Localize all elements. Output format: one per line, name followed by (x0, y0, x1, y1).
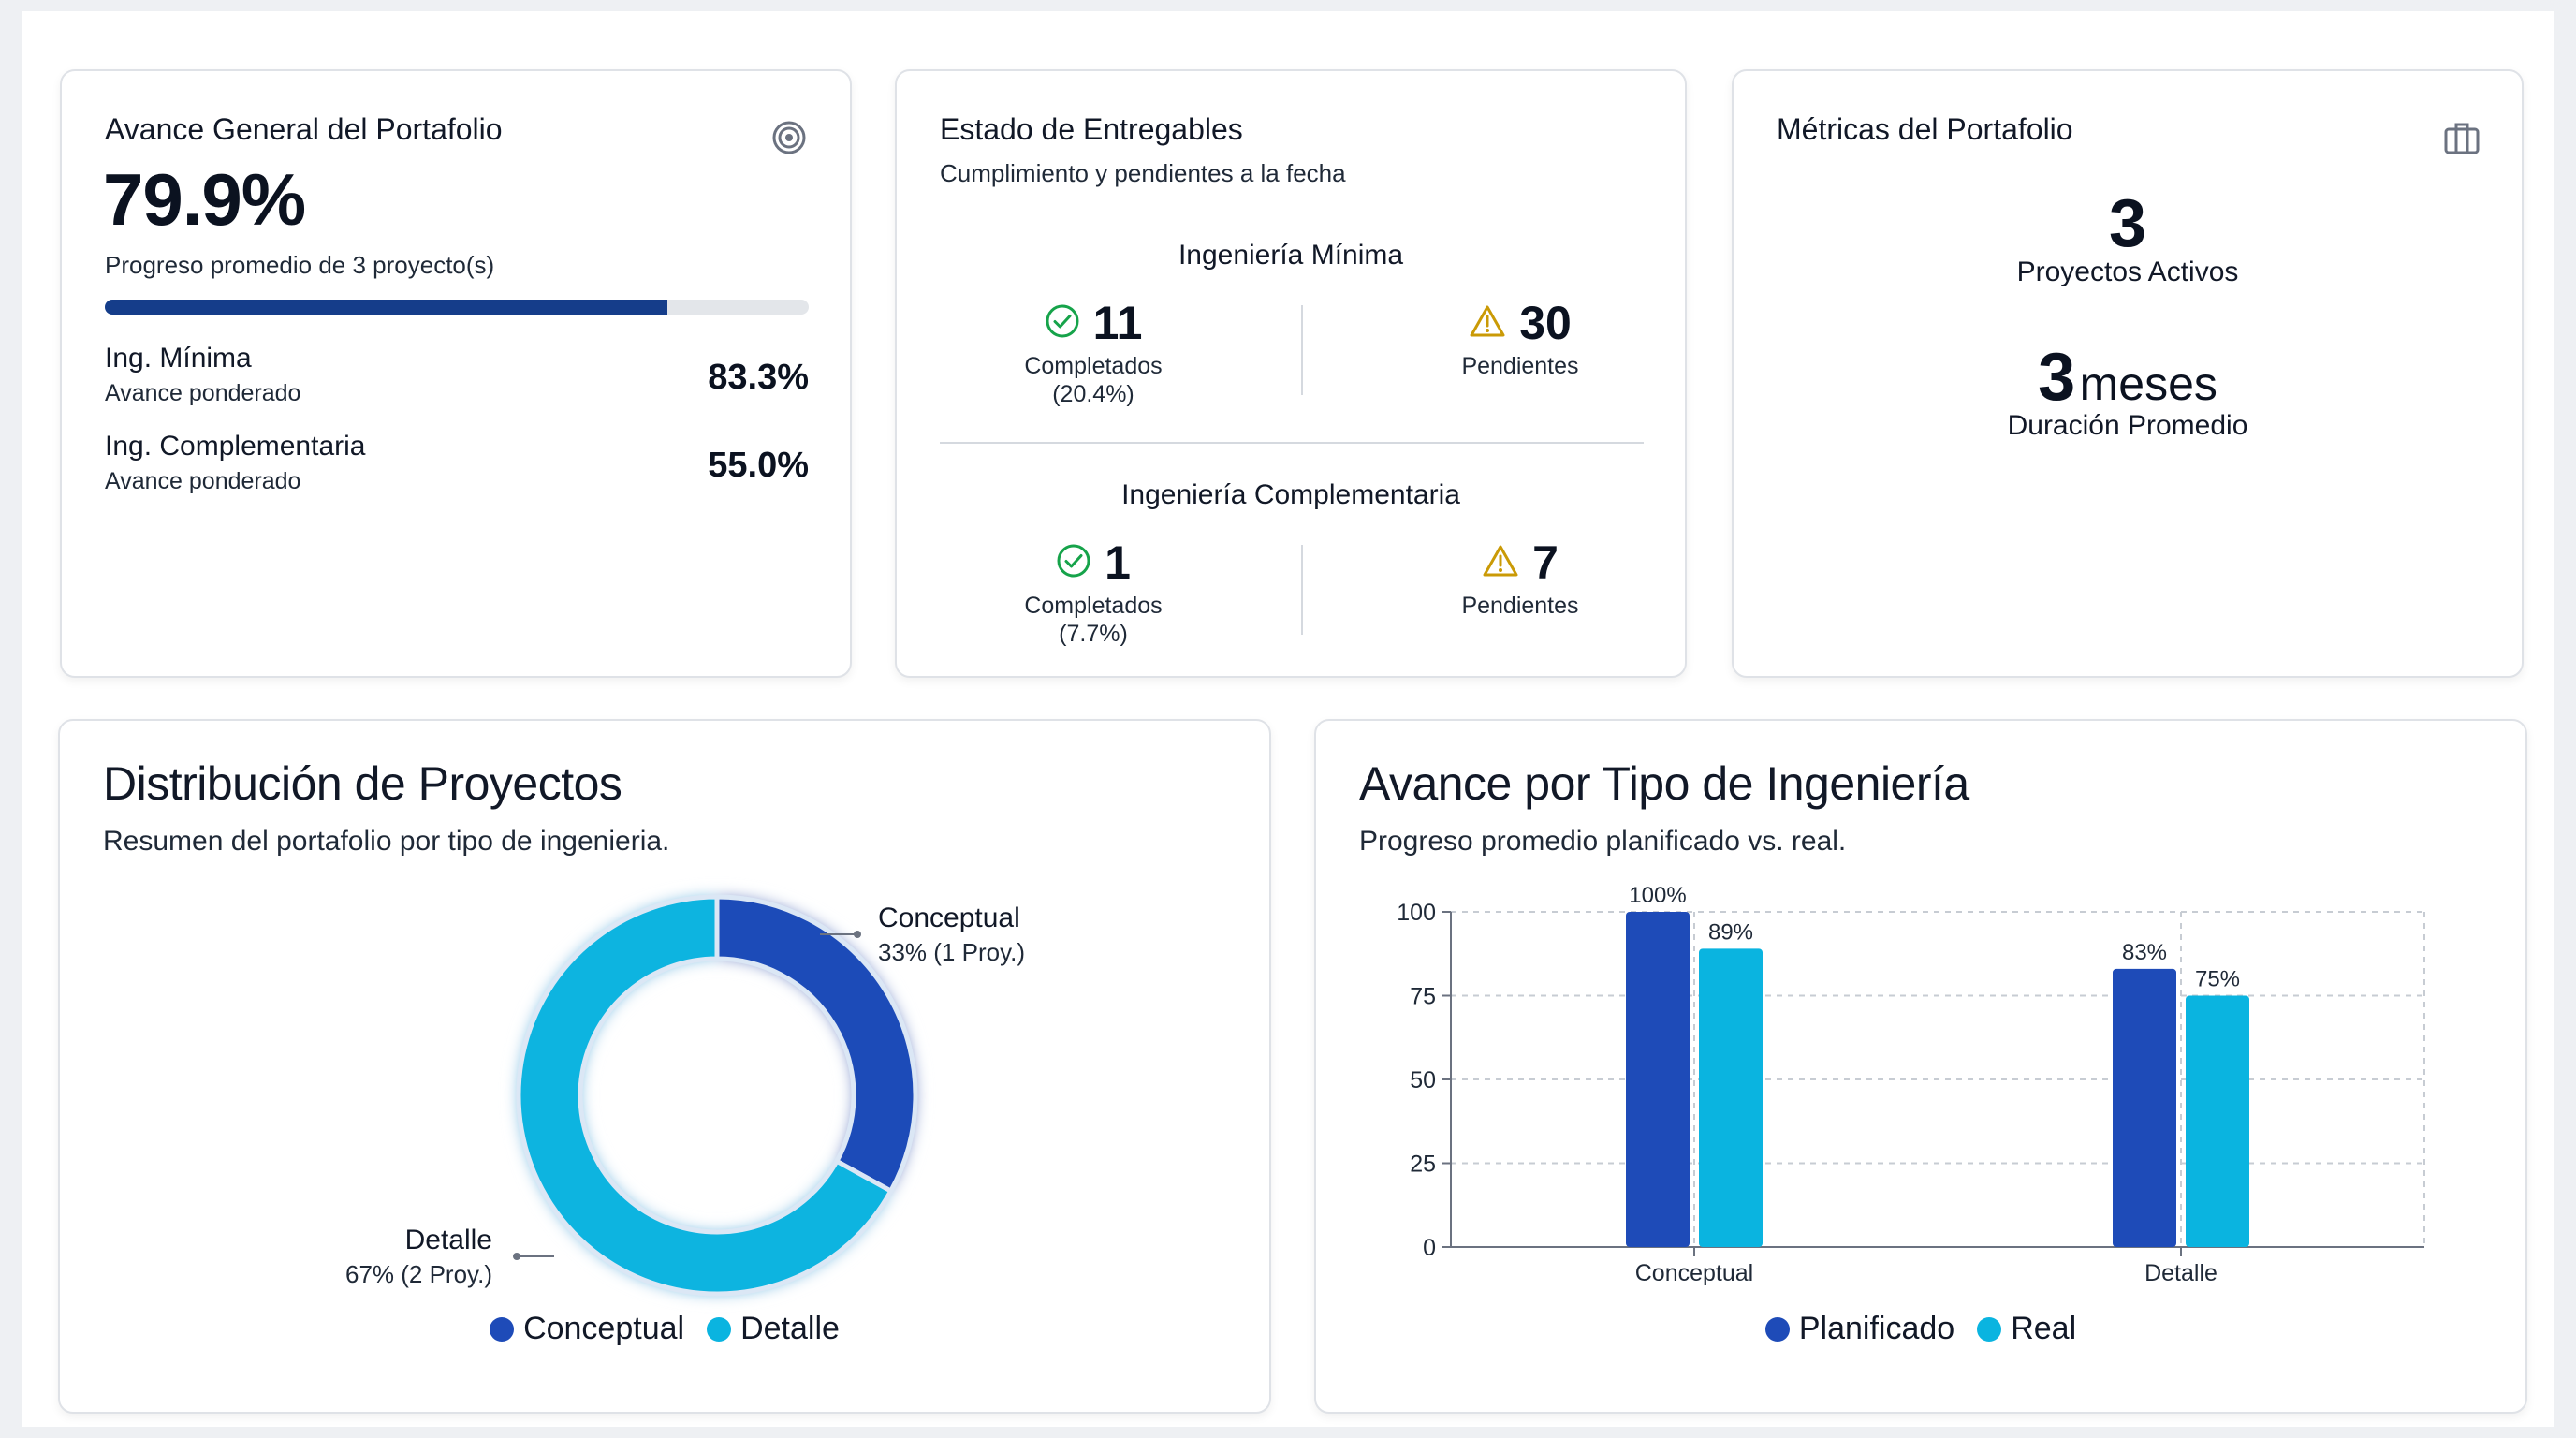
completed-count: 11 (1092, 297, 1143, 349)
x-tick-label: Conceptual (1635, 1260, 1753, 1286)
card-title: Estado de Entregables (940, 112, 1243, 146)
engineering-type-progress-card: Avance por Tipo de Ingeniería Progreso p… (1314, 719, 2527, 1414)
briefcase-icon (2443, 120, 2481, 160)
warning-icon (1482, 543, 1519, 583)
donut-slice-detalle (516, 894, 895, 1297)
legend-item-planificado: Planificado (1764, 1311, 1955, 1347)
completed-percent: (7.7%) (1059, 621, 1128, 647)
row-value: 83.3% (708, 358, 809, 397)
pending-count: 30 (1519, 297, 1572, 349)
callout-label-conceptual: Conceptual (878, 902, 1020, 933)
legend-item-conceptual: Conceptual (490, 1311, 684, 1347)
portfolio-progress-card: Avance General del Portafolio 79.9% Prog… (60, 69, 852, 678)
y-tick-label: 100 (1397, 900, 1436, 926)
y-tick-label: 50 (1410, 1067, 1436, 1093)
card-title: Métricas del Portafolio (1777, 112, 2073, 146)
deliverables-status-card: Estado de Entregables Cumplimiento y pen… (895, 69, 1687, 678)
group-title: Ingeniería Mínima (1178, 240, 1404, 271)
legend-label: Conceptual (523, 1311, 685, 1346)
metric-unit: meses (2079, 358, 2217, 410)
callout-dot-conceptual (854, 931, 861, 938)
y-tick-label: 0 (1423, 1235, 1436, 1261)
x-tick-label: Detalle (2144, 1260, 2217, 1286)
progress-subtitle: Progreso promedio de 3 proyecto(s) (105, 251, 495, 279)
bar-value-label: 75% (2195, 967, 2240, 992)
card-subtitle: Resumen del portafolio por tipo de ingen… (103, 826, 670, 857)
overall-percent: 79.9% (103, 158, 306, 241)
legend-label: Detalle (740, 1311, 840, 1346)
metric-label: Duración Promedio (2007, 410, 2248, 441)
metric-value: 3 (2108, 186, 2147, 261)
divider (1301, 545, 1303, 635)
legend-swatch (1764, 1316, 1790, 1342)
pending-block: 7 Pendientes (1427, 536, 1614, 620)
bar-value-label: 100% (1629, 883, 1686, 908)
row-ing-minima: Ing. Mínima Avance ponderado 83.3% (105, 343, 809, 407)
card-title: Avance General del Portafolio (105, 112, 503, 146)
donut-legend: Conceptual Detalle (60, 1311, 1269, 1347)
target-icon (771, 120, 807, 155)
legend-item-real: Real (1977, 1311, 2076, 1347)
legend-label: Planificado (1798, 1311, 1955, 1346)
completed-block: 1 Completados (7.7%) (1000, 536, 1187, 648)
bar-real-detalle (2186, 995, 2249, 1247)
callout-dot-detalle (513, 1253, 520, 1260)
group-separator (940, 442, 1644, 444)
completed-block: 11 Completados (20.4%) (1000, 296, 1187, 408)
check-circle-icon (1045, 303, 1080, 344)
card-subtitle: Progreso promedio planificado vs. real. (1359, 826, 1847, 857)
divider (1301, 305, 1303, 395)
legend-swatch (490, 1316, 515, 1342)
completed-label: Completados (1024, 593, 1163, 619)
legend-label: Real (2011, 1311, 2077, 1346)
project-distribution-card: Distribución de Proyectos Resumen del po… (58, 719, 1271, 1414)
completed-count: 1 (1105, 536, 1131, 589)
row-sub: Avance ponderado (105, 468, 301, 494)
donut-chart: Conceptual 33% (1 Proy.) Detalle 67% (2 Pro… (345, 894, 1025, 1297)
callout-detail-detalle: 67% (2 Proy.) (345, 1260, 492, 1288)
card-title: Distribución de Proyectos (103, 757, 622, 810)
bar-value-label: 89% (1708, 919, 1753, 945)
legend-swatch (707, 1316, 732, 1342)
y-tick-label: 25 (1410, 1152, 1436, 1178)
bar-real-conceptual (1699, 948, 1763, 1247)
bar-planificado-conceptual (1626, 912, 1690, 1247)
progress-fill (105, 300, 667, 315)
pending-label: Pendientes (1461, 353, 1579, 379)
active-projects-metric: 3 Proyectos Activos (1734, 185, 2522, 288)
donut-slice-conceptual (714, 894, 918, 1195)
card-subtitle: Cumplimiento y pendientes a la fecha (940, 159, 1346, 187)
portfolio-metrics-card: Métricas del Portafolio 3 Proyectos Acti… (1732, 69, 2524, 678)
legend-item-detalle: Detalle (707, 1311, 840, 1347)
avg-duration-metric: 3 meses Duración Promedio (1734, 339, 2522, 442)
bar-planificado-detalle (2113, 968, 2176, 1247)
callout-detail-conceptual: 33% (1 Proy.) (878, 938, 1025, 966)
row-name: Ing. Complementaria (105, 431, 366, 462)
row-value: 55.0% (708, 446, 809, 485)
group-title: Ingeniería Complementaria (1121, 479, 1460, 510)
row-sub: Avance ponderado (105, 380, 301, 406)
dashboard-canvas: Avance General del Portafolio 79.9% Prog… (22, 11, 2554, 1427)
warning-icon (1469, 303, 1506, 344)
row-ing-complementaria: Ing. Complementaria Avance ponderado 55.… (105, 431, 809, 495)
bar-chart: 0 25 50 75 100 Conceptual Detalle 100% 89% 83% 75… (1397, 883, 2425, 1286)
progress-track (105, 300, 809, 315)
y-tick-label: 75 (1410, 984, 1436, 1010)
pending-count: 7 (1532, 536, 1559, 589)
check-circle-icon (1056, 543, 1091, 583)
metric-value: 3 (2038, 340, 2076, 415)
callout-label-detalle: Detalle (405, 1225, 492, 1255)
metric-label: Proyectos Activos (2016, 257, 2239, 287)
bar-legend: Planificado Real (1316, 1311, 2525, 1347)
pending-block: 30 Pendientes (1427, 296, 1614, 380)
completed-label: Completados (1024, 353, 1163, 379)
completed-percent: (20.4%) (1052, 381, 1134, 407)
card-title: Avance por Tipo de Ingeniería (1359, 757, 1969, 810)
row-name: Ing. Mínima (105, 343, 252, 374)
pending-label: Pendientes (1461, 593, 1579, 619)
legend-swatch (1977, 1316, 2002, 1342)
bar-value-label: 83% (2122, 940, 2167, 965)
